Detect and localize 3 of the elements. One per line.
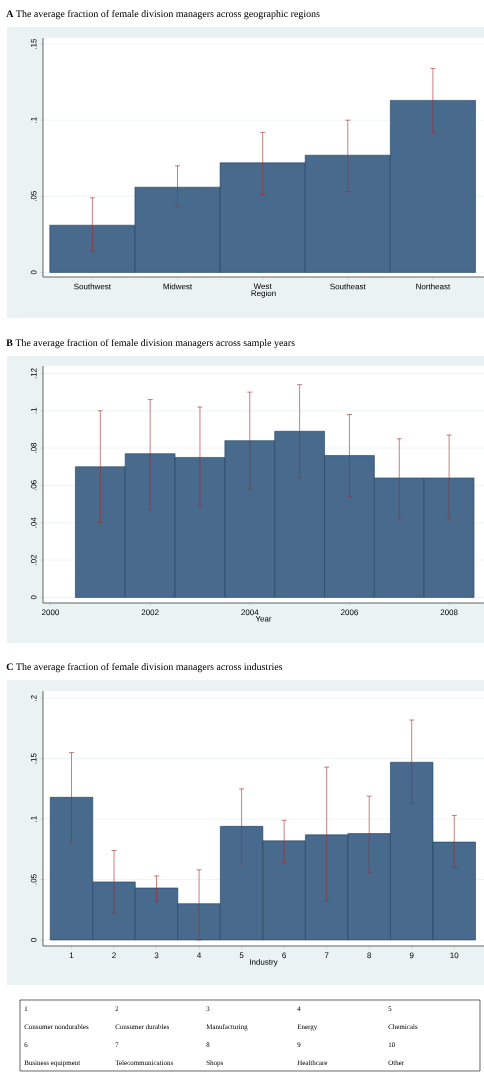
- chart-title: A The average fraction of female division managers across geographic regions: [6, 9, 320, 20]
- chart-title: B The average fraction of female division managers across sample years: [6, 338, 295, 349]
- chart-title: C The average fraction of female division managers across industries: [6, 662, 283, 673]
